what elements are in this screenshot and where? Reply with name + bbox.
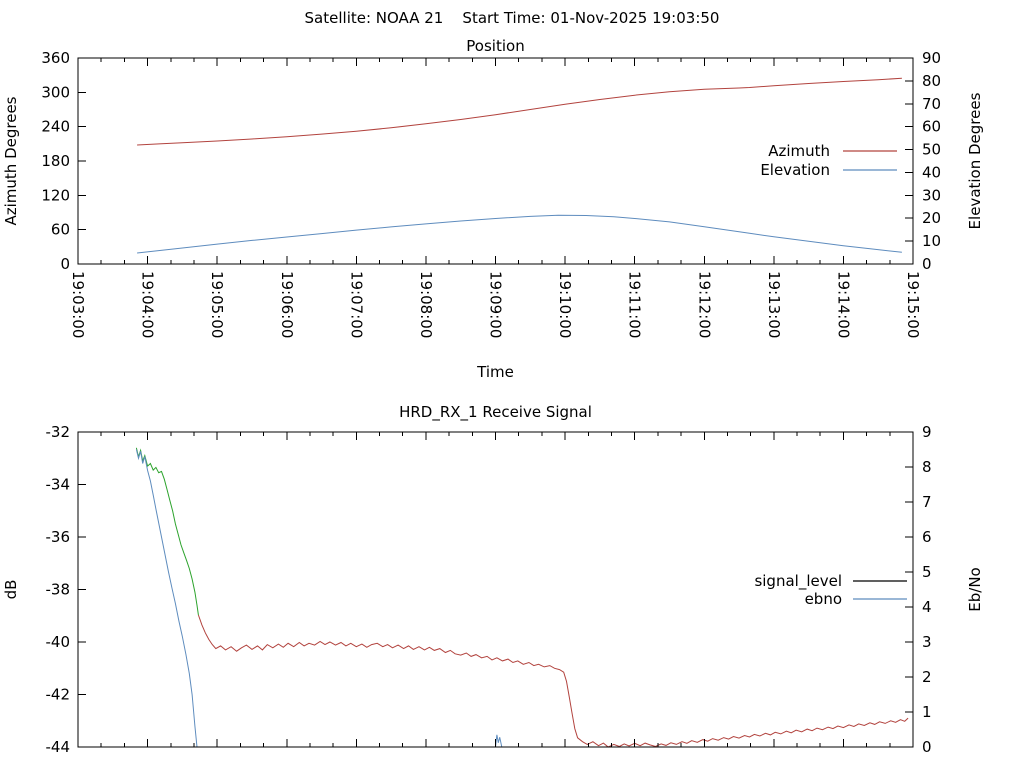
y-right-tick-label: 8 bbox=[922, 458, 932, 476]
position-chart: 0 60 120 180 240 300 360 0 10 20 30 40 50 60 70 80 90 19:… bbox=[2, 37, 984, 381]
x-tick-label: 19:03:00 bbox=[69, 271, 87, 338]
y-left-axis-title: dB bbox=[2, 580, 20, 600]
x-tick-label: 19:09:00 bbox=[487, 271, 505, 338]
y-left-tick-label: 240 bbox=[41, 118, 70, 136]
y-left-tick-label: -34 bbox=[46, 476, 71, 494]
y-right-tick-label: 20 bbox=[922, 209, 941, 227]
y-left-tick-label: 120 bbox=[41, 186, 70, 204]
y-left-tick-label: -32 bbox=[46, 423, 71, 441]
legend-label-signal_level: signal_level bbox=[754, 572, 842, 591]
series-elevation bbox=[137, 214, 902, 254]
x-tick-label: 19:08:00 bbox=[417, 271, 435, 338]
y-left-tick-label: -36 bbox=[46, 528, 71, 546]
x-tick-label: 19:14:00 bbox=[834, 271, 852, 338]
y-left-tick-label: -40 bbox=[46, 633, 71, 651]
x-tick-label: 19:11:00 bbox=[626, 271, 644, 338]
x-tick-label: 19:12:00 bbox=[695, 271, 713, 338]
y-left-tick-label: 300 bbox=[41, 83, 70, 101]
y-right-tick-label: 40 bbox=[922, 163, 941, 181]
receive-signal-chart: -44 -42 -40 -38 -36 -34 -32 0 1 2 3 4 5 6 7 8 9 HRD_RX_1 … bbox=[2, 403, 984, 756]
window-title: Satellite: NOAA 21 Start Time: 01-Nov-20… bbox=[304, 9, 720, 27]
y-right-tick-label: 50 bbox=[922, 141, 941, 159]
y-right-tick-label: 3 bbox=[922, 633, 932, 651]
y-right-axis-title: Eb/No bbox=[966, 567, 984, 611]
y-right-tick-label: 30 bbox=[922, 186, 941, 204]
y-right-tick-label: 1 bbox=[922, 703, 932, 721]
y-right-tick-label: 6 bbox=[922, 528, 932, 546]
series-group bbox=[137, 77, 902, 254]
y-ticks: 0 60 120 180 240 300 360 0 10 20 30 40 50 60 70 80 90 bbox=[41, 49, 941, 273]
x-tick-labels: 19:03:00 19:04:00 19:05:00 19:06:00 19:07:00… bbox=[69, 271, 922, 338]
y-right-tick-label: 90 bbox=[922, 49, 941, 67]
y-left-tick-label: 180 bbox=[41, 152, 70, 170]
x-tick-label: 19:07:00 bbox=[347, 271, 365, 338]
y-right-tick-label: 7 bbox=[922, 493, 932, 511]
chart-title: HRD_RX_1 Receive Signal bbox=[399, 403, 592, 422]
chart-title: Position bbox=[466, 37, 524, 55]
y-ticks: -44 -42 -40 -38 -36 -34 -32 0 1 2 3 4 5 6 7 8 9 bbox=[46, 423, 932, 756]
x-tick-label: 19:15:00 bbox=[904, 271, 922, 338]
x-axis-title: Time bbox=[476, 363, 514, 381]
y-left-axis-title: Azimuth Degrees bbox=[2, 96, 20, 225]
x-tick-label: 19:13:00 bbox=[765, 271, 783, 338]
series-signal_level_acquire bbox=[135, 447, 199, 616]
y-left-tick-label: 60 bbox=[51, 221, 70, 239]
legend-label-ebno: ebno bbox=[805, 590, 842, 608]
x-ticks bbox=[77, 58, 914, 264]
y-right-tick-label: 0 bbox=[922, 738, 932, 756]
legend-label-azimuth: Azimuth bbox=[768, 142, 830, 160]
y-left-tick-label: 360 bbox=[41, 49, 70, 67]
y-left-tick-label: -38 bbox=[46, 581, 71, 599]
series-signal_level bbox=[197, 614, 909, 748]
x-tick-label: 19:04:00 bbox=[139, 271, 157, 338]
x-tick-label: 19:06:00 bbox=[278, 271, 296, 338]
y-right-tick-label: 0 bbox=[922, 255, 932, 273]
series-azimuth bbox=[137, 77, 902, 146]
y-right-tick-label: 4 bbox=[922, 598, 932, 616]
y-right-tick-label: 80 bbox=[922, 72, 941, 90]
y-left-tick-label: -44 bbox=[46, 738, 71, 756]
x-tick-label: 19:05:00 bbox=[208, 271, 226, 338]
legend-label-elevation: Elevation bbox=[760, 161, 830, 179]
x-tick-label: 19:10:00 bbox=[556, 271, 574, 338]
y-right-tick-label: 10 bbox=[922, 232, 941, 250]
y-right-tick-label: 70 bbox=[922, 95, 941, 113]
x-ticks bbox=[77, 432, 914, 747]
y-left-tick-label: -42 bbox=[46, 686, 71, 704]
y-right-axis-title: Elevation Degrees bbox=[966, 92, 984, 229]
series-ebno bbox=[135, 449, 909, 748]
y-right-tick-label: 60 bbox=[922, 118, 941, 136]
y-left-tick-label: 0 bbox=[60, 255, 70, 273]
y-right-tick-label: 9 bbox=[922, 423, 932, 441]
series-group bbox=[135, 447, 909, 748]
y-right-tick-label: 2 bbox=[922, 668, 932, 686]
y-right-tick-label: 5 bbox=[922, 563, 932, 581]
